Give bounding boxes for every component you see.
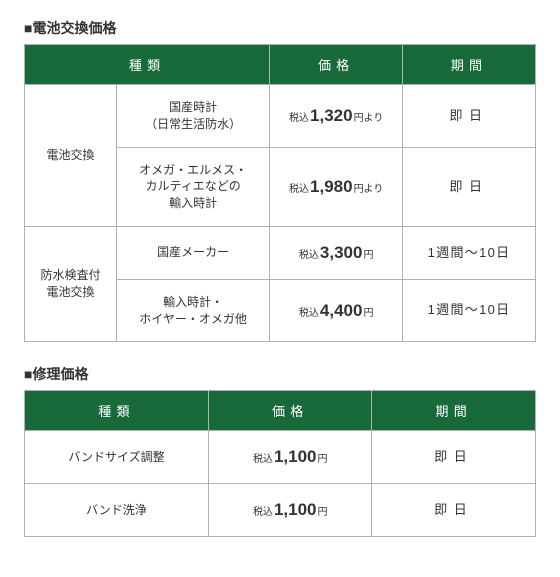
table-row: バンド洗浄税込1,100円即日 (25, 484, 536, 537)
duration-cell: 即日 (372, 484, 536, 537)
price-cell: 税込1,980円より (270, 147, 403, 226)
price-cell: 税込1,320円より (270, 85, 403, 148)
header-price: 価格 (270, 45, 403, 85)
type-cell: バンドサイズ調整 (25, 431, 209, 484)
group-cell: 防水検査付電池交換 (25, 226, 117, 341)
type-cell: 輸入時計・ホイヤー・オメガ他 (116, 279, 269, 342)
table-header-row: 種類 価格 期間 (25, 45, 536, 85)
table-row: 防水検査付電池交換国産メーカー税込3,300円1週間～10日 (25, 226, 536, 279)
battery-price-table: 種類 価格 期間 電池交換国産時計（日常生活防水）税込1,320円より即日オメガ… (24, 44, 536, 342)
price-cell: 税込1,100円 (208, 431, 372, 484)
repair-price-section: ■修理価格 種類 価格 期間 バンドサイズ調整税込1,100円即日バンド洗浄税込… (24, 364, 536, 537)
table-row: 電池交換国産時計（日常生活防水）税込1,320円より即日 (25, 85, 536, 148)
type-cell: バンド洗浄 (25, 484, 209, 537)
price-cell: 税込4,400円 (270, 279, 403, 342)
price-prefix: 税込 (289, 184, 309, 195)
type-cell: 国産メーカー (116, 226, 269, 279)
battery-price-title: ■電池交換価格 (24, 18, 536, 38)
price-number: 1,980 (310, 177, 353, 196)
price-number: 1,100 (274, 500, 317, 519)
header-duration: 期間 (372, 391, 536, 431)
duration-cell: 即日 (372, 431, 536, 484)
header-type: 種類 (25, 391, 209, 431)
price-prefix: 税込 (299, 250, 319, 261)
price-prefix: 税込 (289, 113, 309, 124)
price-suffix: 円より (354, 113, 384, 124)
price-prefix: 税込 (253, 507, 273, 518)
price-cell: 税込3,300円 (270, 226, 403, 279)
price-number: 1,320 (310, 106, 353, 125)
group-cell: 電池交換 (25, 85, 117, 227)
price-cell: 税込1,100円 (208, 484, 372, 537)
header-price: 価格 (208, 391, 372, 431)
type-cell: オメガ・エルメス・カルティエなどの輸入時計 (116, 147, 269, 226)
price-suffix: 円 (317, 507, 327, 518)
repair-price-table: 種類 価格 期間 バンドサイズ調整税込1,100円即日バンド洗浄税込1,100円… (24, 390, 536, 537)
price-suffix: 円 (363, 308, 373, 319)
price-number: 3,300 (320, 243, 363, 262)
price-prefix: 税込 (253, 454, 273, 465)
price-suffix: 円 (363, 250, 373, 261)
price-suffix: 円 (317, 454, 327, 465)
header-duration: 期間 (403, 45, 536, 85)
duration-cell: 1週間～10日 (403, 279, 536, 342)
header-type: 種類 (25, 45, 270, 85)
price-number: 4,400 (320, 301, 363, 320)
price-prefix: 税込 (299, 308, 319, 319)
table-header-row: 種類 価格 期間 (25, 391, 536, 431)
type-cell: 国産時計（日常生活防水） (116, 85, 269, 148)
duration-cell: 即日 (403, 85, 536, 148)
duration-cell: 1週間～10日 (403, 226, 536, 279)
repair-price-title: ■修理価格 (24, 364, 536, 384)
duration-cell: 即日 (403, 147, 536, 226)
price-suffix: 円より (354, 184, 384, 195)
table-row: バンドサイズ調整税込1,100円即日 (25, 431, 536, 484)
battery-price-section: ■電池交換価格 種類 価格 期間 電池交換国産時計（日常生活防水）税込1,320… (24, 18, 536, 342)
price-number: 1,100 (274, 447, 317, 466)
